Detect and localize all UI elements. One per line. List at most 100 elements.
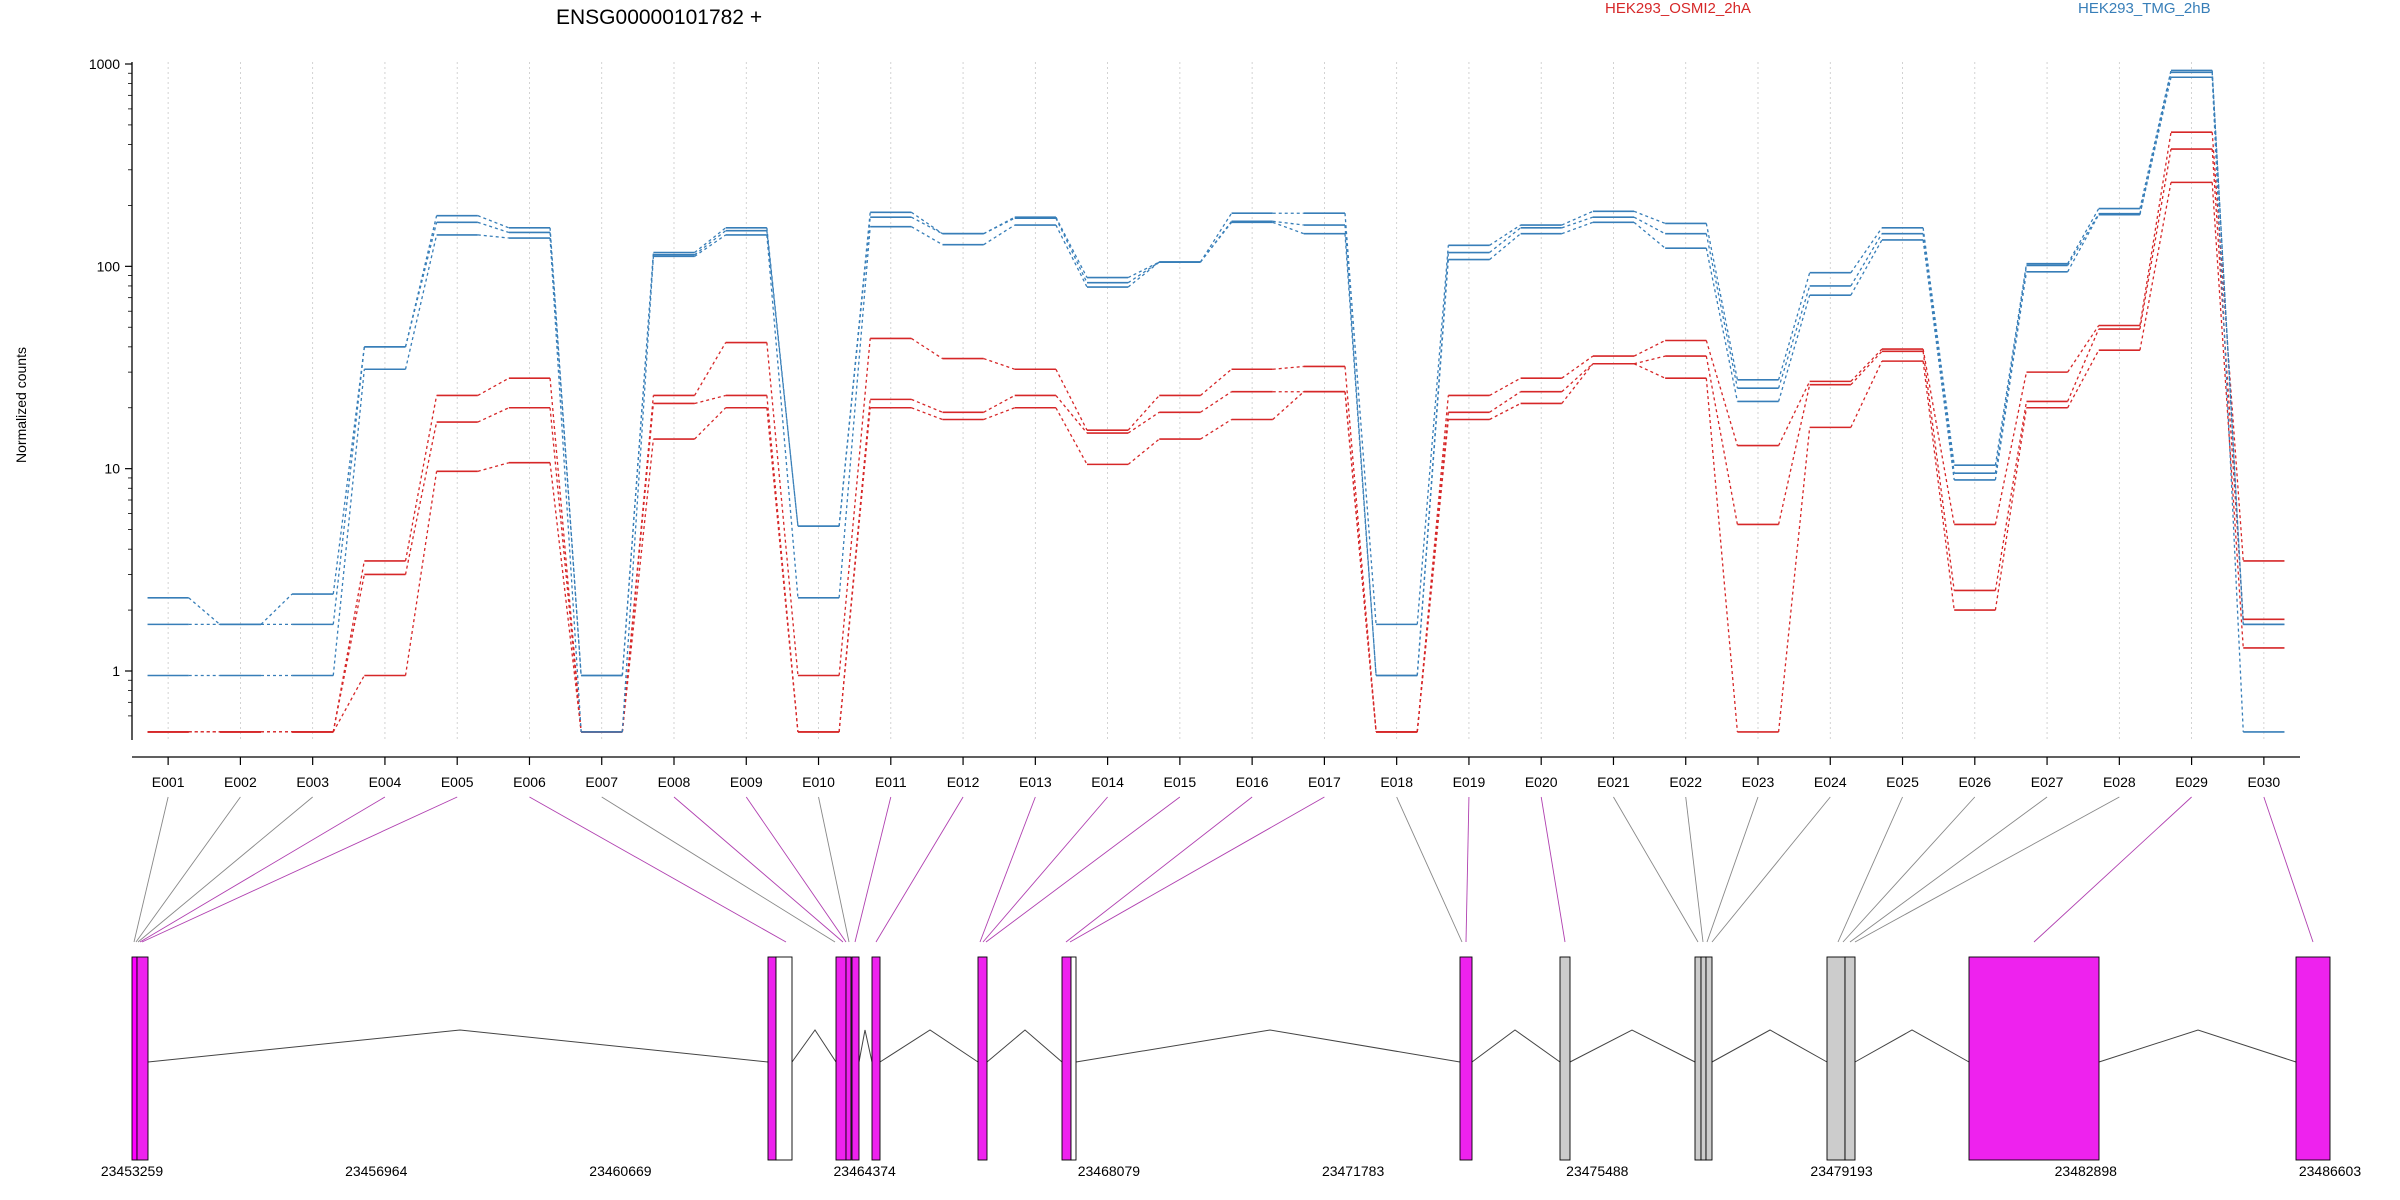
series-connector [1055,395,1088,434]
series-connector [911,337,943,360]
series-connector [621,256,655,732]
exon-block [1705,956,1713,1161]
series-connector [983,357,1015,370]
series-connector [477,234,509,239]
x-tick-label: E030 [2248,774,2281,790]
x-tick-label: E023 [1742,774,1775,790]
coordinate-label: 23482898 [2055,1163,2118,1179]
exon-connector [854,796,892,943]
exon-connector [1849,796,2048,943]
exon-connector [137,796,313,943]
series-connector [1922,227,1955,466]
series-connector [1850,348,1883,382]
series-connector [1055,407,1088,465]
series-connector [1200,368,1232,396]
intron-line [791,1029,837,1063]
axes: 1 10 100 1000 E001 E002 E003 E004 E005 E006 E007 E0… [89,56,2300,790]
series-connector [1055,217,1088,283]
series-connector [404,471,438,676]
series [147,181,2285,733]
series-connector [404,234,438,370]
series [147,148,2285,733]
exon-connector [982,796,1108,943]
x-tick-label: E007 [585,774,618,790]
exon-connector [673,796,844,943]
intron-line [858,1029,873,1063]
exon-block [851,956,860,1161]
series-connector [694,407,727,440]
y-tick-label: 1000 [89,56,120,72]
series-connector [1489,377,1521,397]
series-connector [1199,221,1233,263]
exon-block [136,956,149,1161]
x-tick-label: E005 [441,774,474,790]
series-connector [1705,378,1739,732]
intron-line [1471,1029,1561,1063]
series-connector [1561,221,1594,235]
coordinate-label: 23456964 [345,1163,408,1179]
exon-connector [2033,796,2192,943]
series-connector [1777,295,1811,402]
series-connector [549,462,582,732]
coordinate-label: 23464374 [834,1163,897,1179]
x-tick-label: E028 [2103,774,2136,790]
x-tick-label: E019 [1453,774,1486,790]
series-connector [1994,271,2028,480]
exon-block [131,956,138,1161]
x-tick-label: E008 [658,774,691,790]
exon-block [1968,956,2100,1161]
x-tick-label: E014 [1091,774,1124,790]
exon-connector [1540,796,1566,943]
series-connector [2139,148,2172,330]
exon-block [2295,956,2331,1161]
series-connector [1416,245,1449,625]
series-connector [1705,355,1739,525]
series-connector [2139,70,2172,209]
series-connector [621,254,655,676]
exon-block [1070,956,1077,1161]
series-connector [983,216,1016,235]
series-connector [1127,261,1160,284]
x-tick-label: E009 [730,774,763,790]
series-connector [838,217,871,527]
series-connector [983,407,1015,421]
intron-line [1854,1029,1970,1063]
x-tick-label: E001 [152,774,185,790]
series-connector [1344,391,1377,732]
series-connector [911,211,943,235]
series-connector [1055,224,1088,288]
exon-connector [1613,796,1699,943]
series-connector [188,597,221,625]
exon-connector [875,796,964,943]
series-connector [1272,220,1304,226]
exon-connector [139,796,386,943]
intron-line [1711,1029,1828,1063]
series-connector [1633,363,1666,379]
series-connector [694,394,726,405]
series-connector [1994,401,2028,591]
coordinate-label: 23460669 [589,1163,652,1179]
exon-connector [1396,796,1463,943]
exon-connector [141,796,458,943]
series-connector [1922,361,1955,611]
x-tick-label: E029 [2175,774,2208,790]
series-connector [1416,419,1449,732]
exon-connector [979,796,1036,943]
x-tick-label: E025 [1886,774,1919,790]
intron-line [2098,1029,2297,1063]
series-connector [1777,272,1811,380]
series-connector [2139,182,2172,351]
exon-connector [985,796,1181,943]
series-connector [694,230,727,256]
legend-label-tmg: HEK293_TMG_2hB [2078,0,2211,17]
series-connector [2067,208,2100,265]
series-connector [332,346,365,625]
series-connector [983,224,1016,246]
series-connector [2139,72,2172,214]
series-connector [1994,265,2028,474]
series-connector [1777,427,1811,732]
series-connector [2211,77,2244,732]
series-connector [1994,407,2028,611]
series-connector [1777,384,1811,525]
